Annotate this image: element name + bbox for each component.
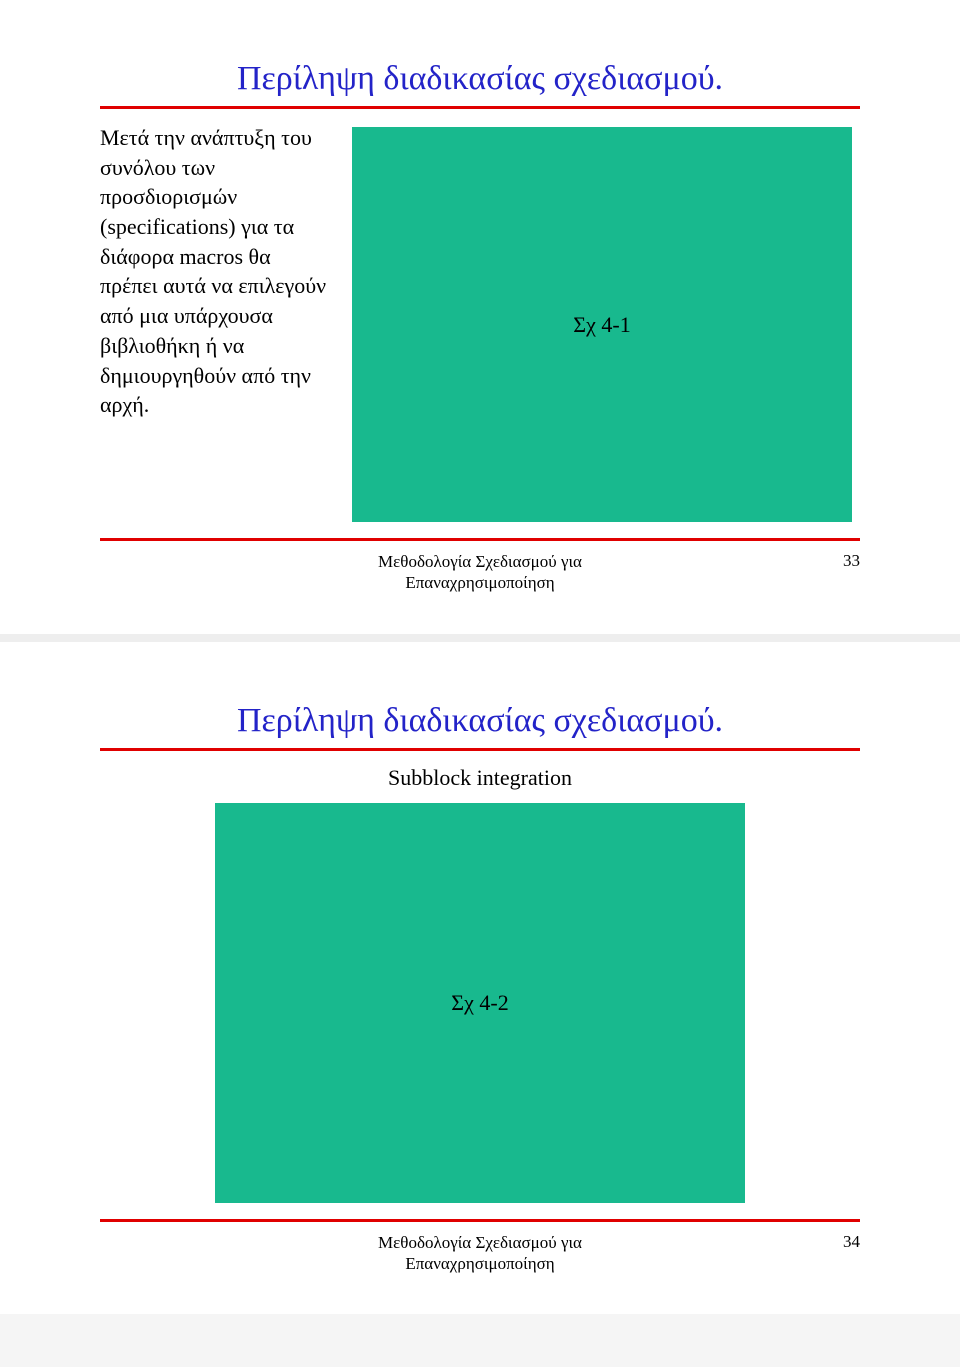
footer-line2: Επαναχρησιμοποίηση: [405, 573, 554, 592]
slide-title: Περίληψη διαδικασίας σχεδιασμού.: [100, 702, 860, 740]
slide-separator: [0, 634, 960, 642]
footer-text: Μεθοδολογία Σχεδιασμού για Επαναχρησιμοπ…: [378, 551, 582, 594]
slide-footer: Μεθοδολογία Σχεδιασμού για Επαναχρησιμοπ…: [100, 1232, 860, 1275]
slide-subtitle: Subblock integration: [100, 765, 860, 791]
slide-34: Περίληψη διαδικασίας σχεδιασμού. Subbloc…: [0, 642, 960, 1315]
footer-line1: Μεθοδολογία Σχεδιασμού για: [378, 552, 582, 571]
top-rule: [100, 748, 860, 751]
figure-wrap: Σχ 4-2: [100, 803, 860, 1203]
slide-33: Περίληψη διαδικασίας σχεδιασμού. Μετά τη…: [0, 0, 960, 634]
footer-line1: Μεθοδολογία Σχεδιασμού για: [378, 1233, 582, 1252]
body-paragraph: Μετά την ανάπτυξη του συνόλου των προσδι…: [100, 123, 330, 420]
slide-title: Περίληψη διαδικασίας σχεδιασμού.: [100, 60, 860, 98]
footer-text: Μεθοδολογία Σχεδιασμού για Επαναχρησιμοπ…: [378, 1232, 582, 1275]
figure-label: Σχ 4-2: [451, 990, 508, 1016]
footer-line2: Επαναχρησιμοποίηση: [405, 1254, 554, 1273]
figure-label: Σχ 4-1: [573, 312, 630, 338]
slide-body: Μετά την ανάπτυξη του συνόλου των προσδι…: [100, 123, 860, 522]
bottom-rule: [100, 1219, 860, 1222]
figure-box-4-2: Σχ 4-2: [215, 803, 745, 1203]
page-number: 34: [843, 1232, 860, 1252]
figure-box-4-1: Σχ 4-1: [352, 127, 852, 522]
page-number: 33: [843, 551, 860, 571]
top-rule: [100, 106, 860, 109]
bottom-rule: [100, 538, 860, 541]
slide-footer: Μεθοδολογία Σχεδιασμού για Επαναχρησιμοπ…: [100, 551, 860, 594]
